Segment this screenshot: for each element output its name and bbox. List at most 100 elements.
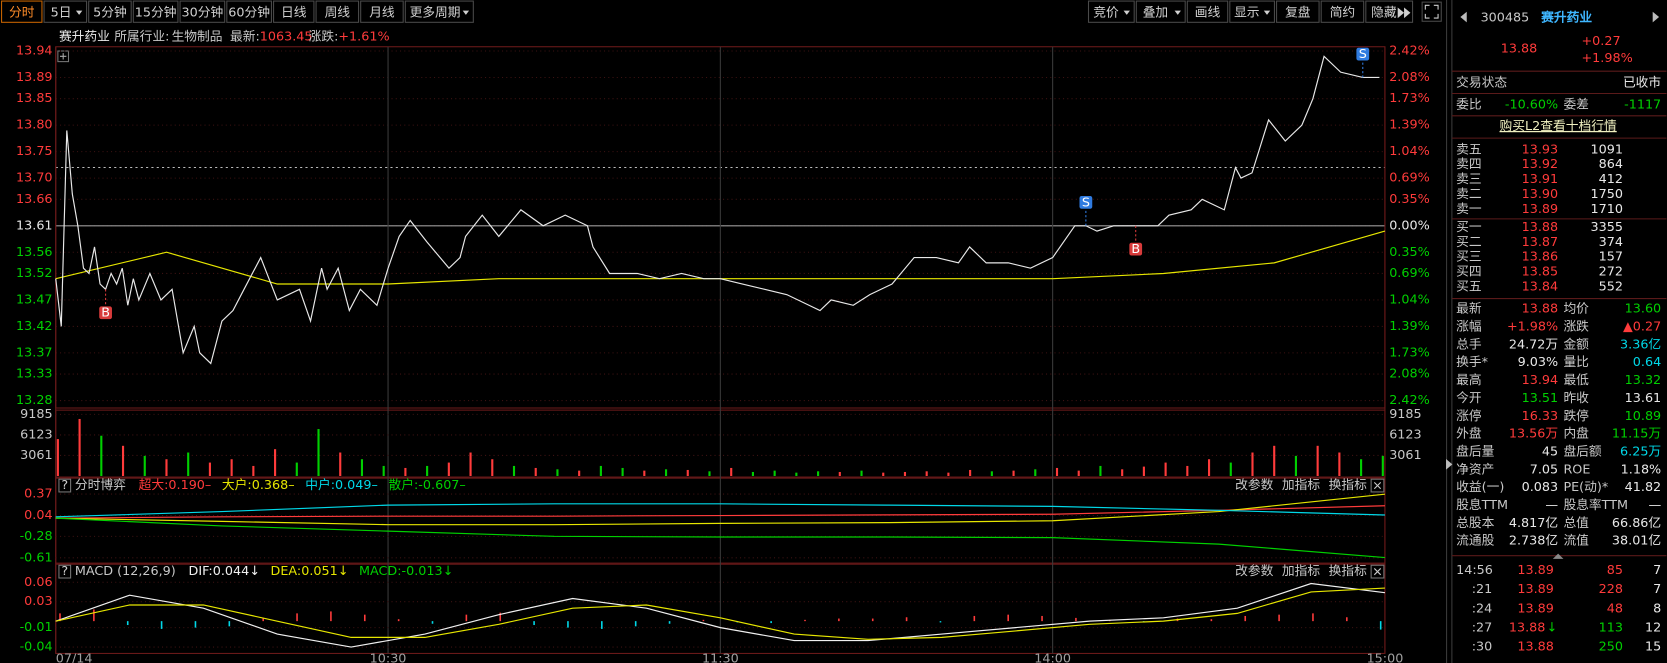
- volume-bar: [360, 459, 364, 476]
- volume-bar: [795, 472, 798, 476]
- book-volume: 864: [1599, 157, 1623, 172]
- stat-value: 0.64: [1633, 355, 1661, 370]
- volume-axis-label: 9185: [20, 407, 52, 422]
- volume-bar: [56, 439, 59, 476]
- volume-bar: [990, 471, 993, 476]
- dropdown-arrow: [1263, 10, 1271, 15]
- stat-label: 总手: [1456, 337, 1482, 352]
- tool-label[interactable]: 竞价: [1093, 4, 1119, 20]
- tool-button[interactable]: [1320, 0, 1365, 23]
- tool-label[interactable]: 简约: [1330, 5, 1356, 20]
- indicator-button[interactable]: 换指标: [1329, 564, 1367, 579]
- book-label: 买五: [1456, 279, 1482, 294]
- tick-volume: 250: [1599, 640, 1623, 655]
- tab[interactable]: [226, 0, 272, 23]
- tab[interactable]: [315, 0, 360, 23]
- indicator-button[interactable]: 改参数: [1235, 563, 1273, 579]
- tab[interactable]: [132, 0, 179, 23]
- volume-bar: [1077, 470, 1080, 476]
- book-volume: 552: [1599, 279, 1623, 294]
- price-axis-label: 13.33: [16, 367, 53, 382]
- tool-button[interactable]: [1186, 0, 1229, 23]
- indicator-legend: 超大:0.190–: [139, 478, 212, 493]
- book-volume: 1750: [1590, 187, 1622, 202]
- tab[interactable]: [360, 0, 404, 23]
- volume-bar: [1121, 469, 1124, 476]
- fullscreen-button[interactable]: [1421, 1, 1442, 22]
- tab[interactable]: [404, 0, 474, 23]
- tab-label[interactable]: 30分钟: [182, 4, 224, 20]
- tab-label[interactable]: 更多周期: [410, 5, 461, 20]
- tab-label[interactable]: 日线: [281, 5, 307, 20]
- tick-time: :27: [1472, 620, 1493, 635]
- indicator-line: [55, 503, 1385, 518]
- tab-label[interactable]: 分时: [9, 5, 35, 20]
- book-price: 13.86: [1522, 250, 1559, 265]
- indicator-button[interactable]: 改参数: [1235, 477, 1273, 493]
- tab-label[interactable]: 月线: [369, 5, 395, 20]
- stat-value: 45: [1542, 444, 1558, 459]
- book-label: 买三: [1456, 250, 1482, 265]
- tool-label[interactable]: 画线: [1195, 5, 1221, 20]
- pct-axis-label: 1.73%: [1389, 345, 1430, 360]
- volume-bar: [1381, 455, 1384, 476]
- tick-price: 13.89: [1517, 563, 1554, 578]
- fullscreen-icon: [1424, 4, 1439, 19]
- tool-label[interactable]: 显示: [1234, 5, 1260, 20]
- help-button[interactable]: [58, 564, 72, 579]
- stat-label: 股息率TTM: [1563, 497, 1628, 513]
- tool-label[interactable]: 隐藏: [1371, 5, 1397, 20]
- volume-bar: [838, 471, 841, 476]
- tab-label[interactable]: 周线: [325, 5, 351, 20]
- tab-label[interactable]: 60分钟: [228, 4, 270, 20]
- book-label: 卖四: [1456, 157, 1482, 172]
- stat-label: 涨跌: [1563, 319, 1589, 335]
- book-volume: 157: [1599, 250, 1623, 265]
- tool-label[interactable]: 复盘: [1285, 4, 1311, 20]
- tab-label[interactable]: 5日: [51, 5, 72, 20]
- trade-marker: [1356, 47, 1370, 61]
- tab[interactable]: [1, 0, 43, 23]
- volume-bar: [1164, 462, 1167, 476]
- volume-bar: [1294, 455, 1297, 476]
- stat-value: 2.738亿: [1509, 534, 1558, 549]
- tool-button[interactable]: [1135, 0, 1186, 23]
- tab-label[interactable]: 15分钟: [135, 4, 177, 20]
- tool-button[interactable]: [1087, 0, 1135, 23]
- l2-link[interactable]: 购买L2查看十档行情: [1500, 118, 1617, 134]
- book-price: 13.92: [1522, 157, 1559, 172]
- tick-volume: 48: [1607, 601, 1623, 616]
- volume-bar: [1012, 470, 1015, 476]
- industry-label: 所属行业:: [114, 30, 169, 45]
- tab[interactable]: [179, 0, 226, 23]
- tab-label[interactable]: 5分钟: [93, 4, 127, 20]
- tool-label[interactable]: 叠加: [1143, 5, 1169, 20]
- price-axis-label: 13.61: [16, 218, 53, 233]
- tab[interactable]: [88, 0, 132, 23]
- volume-bar: [817, 471, 820, 476]
- indicator-button[interactable]: 加指标: [1282, 478, 1320, 493]
- stat-label: PE(动)*: [1563, 480, 1608, 495]
- indicator-legend: DIF:0.044↓: [189, 564, 260, 579]
- volume-bar: [730, 467, 733, 476]
- volume-bar: [1229, 462, 1232, 476]
- price-axis-label: 13.28: [16, 393, 53, 408]
- book-label: 卖一: [1456, 202, 1482, 217]
- tab[interactable]: [43, 0, 88, 23]
- tool-button[interactable]: [1276, 0, 1320, 23]
- indicator-button[interactable]: 换指标: [1329, 478, 1367, 493]
- help-button[interactable]: [58, 478, 72, 493]
- tool-button[interactable]: [1365, 0, 1414, 23]
- stat-value: 13.32: [1625, 373, 1662, 388]
- book-volume: 412: [1599, 172, 1623, 187]
- volume-bar: [187, 452, 190, 476]
- volume-bar: [947, 472, 950, 476]
- trade-marker: [1129, 242, 1143, 256]
- volume-bar: [447, 462, 450, 476]
- indicator-button[interactable]: 加指标: [1282, 564, 1320, 579]
- tab[interactable]: [273, 0, 315, 23]
- dropdown-arrow: [1123, 10, 1130, 15]
- indicator-legend: 散户:-0.607–: [389, 477, 466, 493]
- price-axis-label: 13.37: [16, 345, 53, 360]
- tool-button[interactable]: [1229, 0, 1275, 23]
